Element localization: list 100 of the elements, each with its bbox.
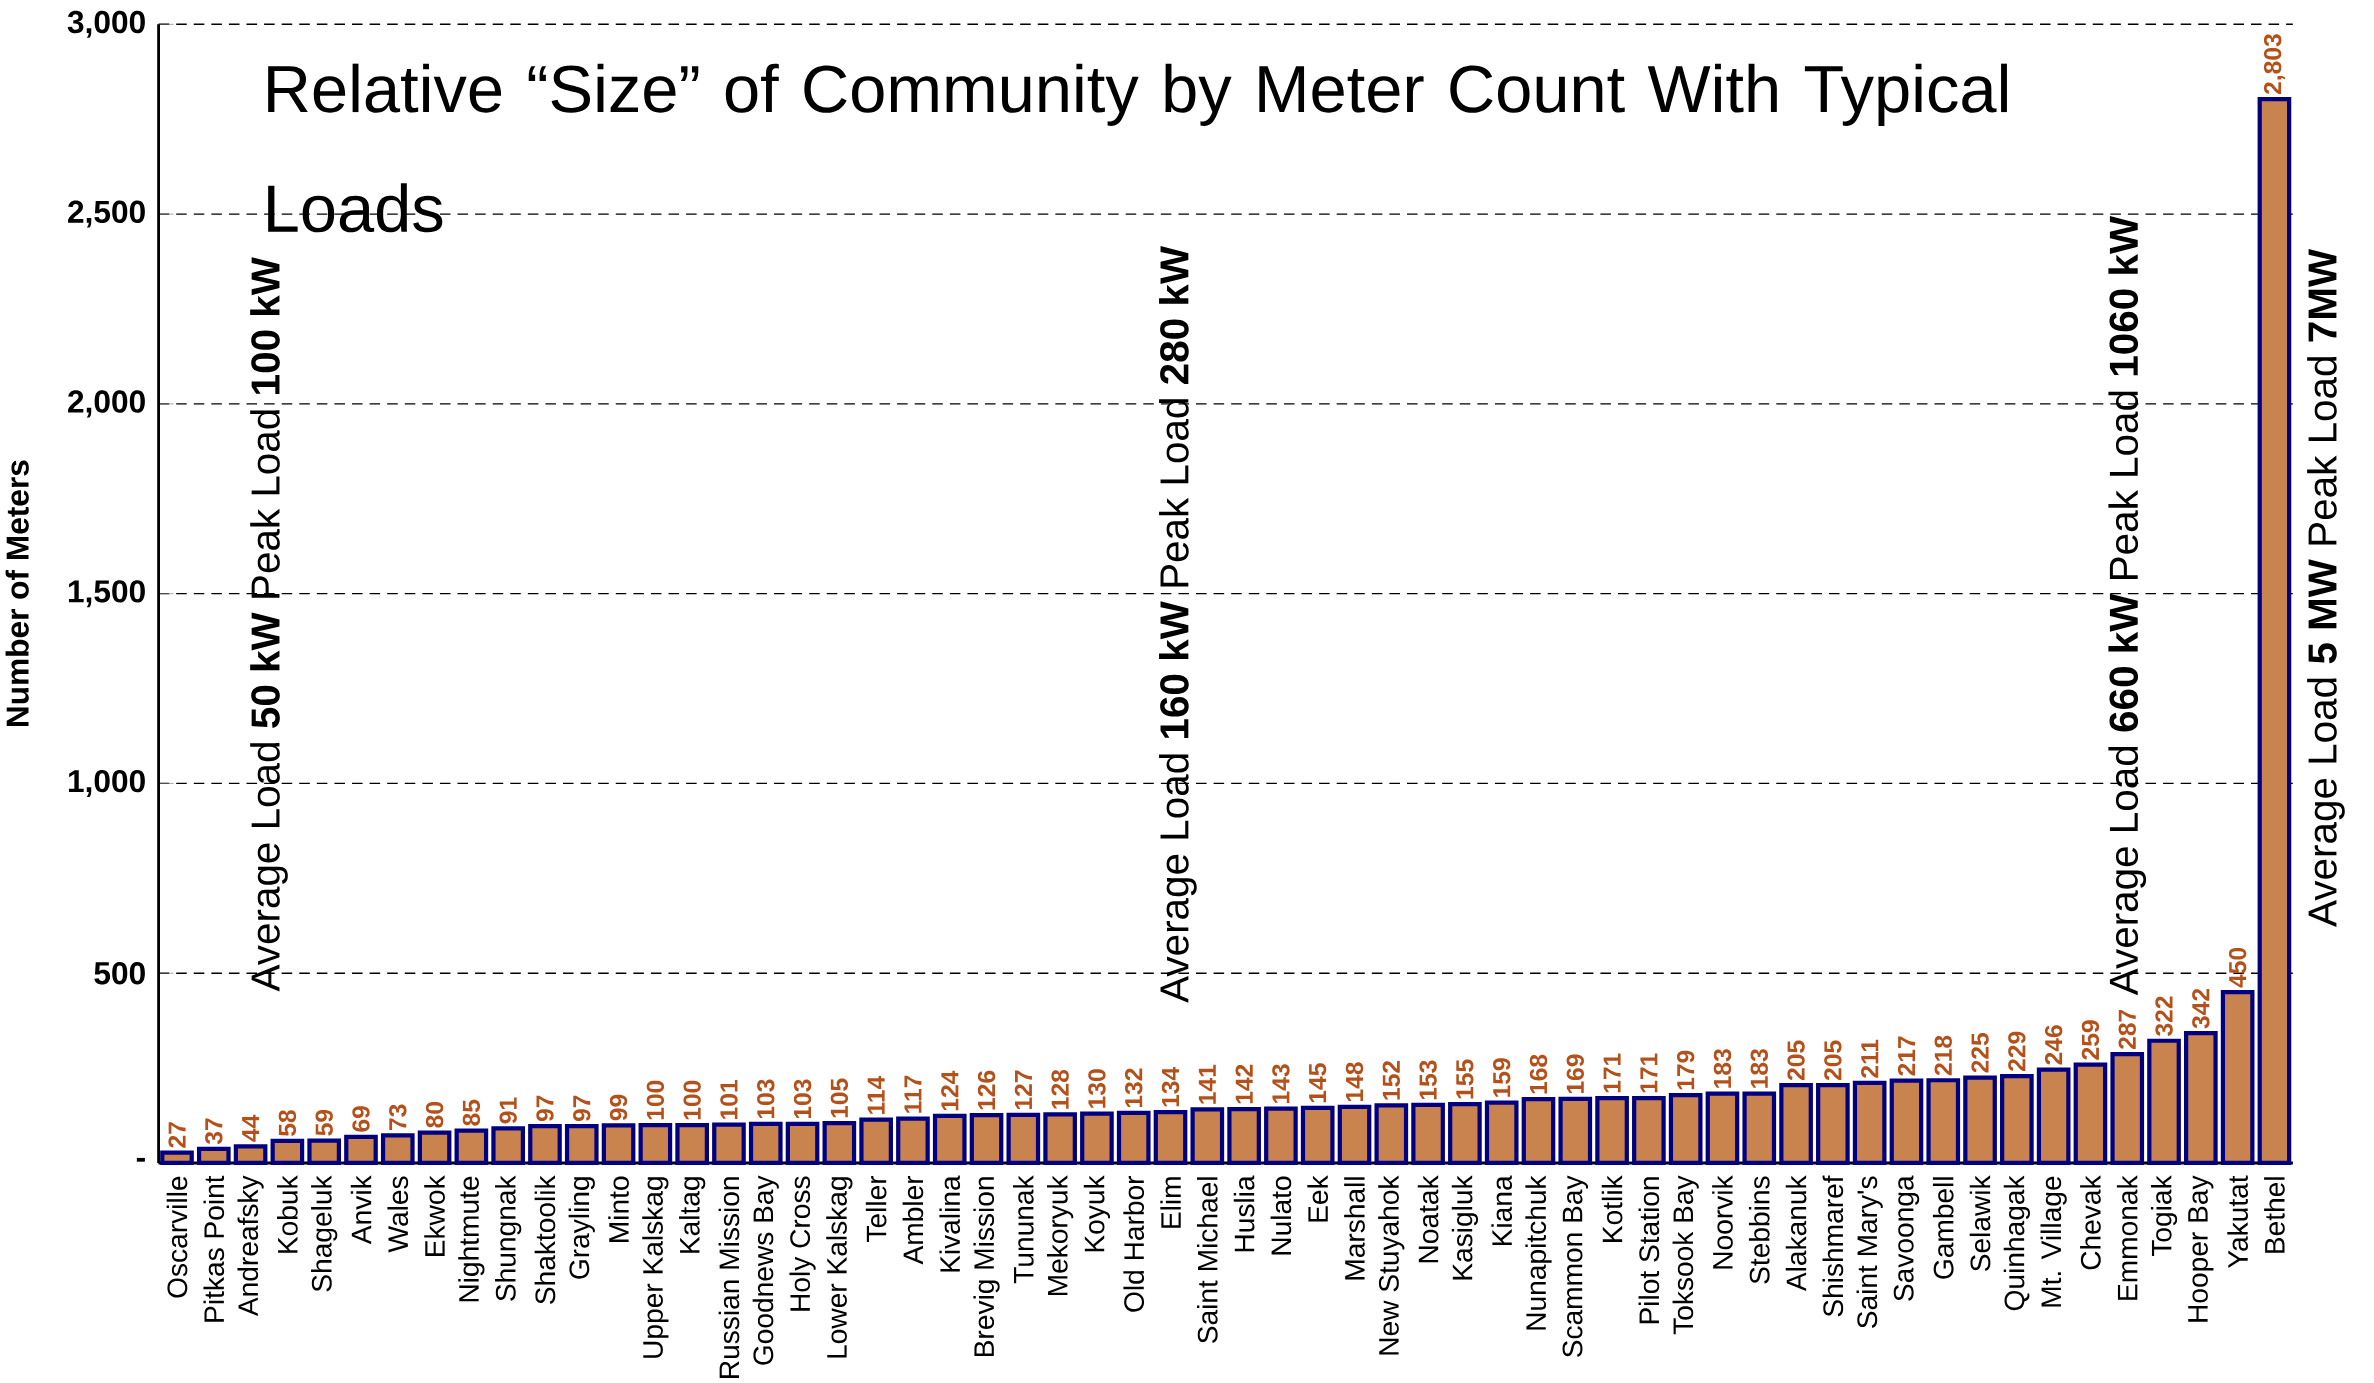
data-label: 342 [2192, 988, 2210, 1029]
data-label: 205 [1824, 1040, 1842, 1081]
data-label: 155 [1456, 1059, 1474, 1099]
data-label: 145 [1309, 1063, 1327, 1103]
x-tick-label: Oscarville [166, 1176, 188, 1298]
data-label: 80 [425, 1102, 444, 1128]
y-tick-label: 2,500 [68, 200, 145, 228]
x-tick-label: Kobuk [277, 1175, 298, 1253]
data-label: 103 [793, 1079, 812, 1119]
data-label: 218 [1934, 1035, 1952, 1076]
x-tick-label: Stebbins [1748, 1176, 1770, 1284]
annotation: Average Load 660 kW Peak Load 1060 kW [2108, 216, 2147, 996]
data-label: 99 [609, 1094, 628, 1121]
x-tick-label: Noorvik [1712, 1175, 1733, 1269]
x-tick-label: Shageluk [311, 1175, 338, 1292]
data-label: 142 [1235, 1064, 1253, 1104]
x-tick-label: Ekwok [424, 1175, 445, 1256]
x-tick-label: Goodnews Bay [752, 1175, 779, 1365]
x-tick-label: Kiana [1491, 1175, 1513, 1246]
data-label: 322 [2155, 996, 2173, 1037]
data-label: 183 [1713, 1049, 1732, 1088]
data-label: 27 [168, 1122, 186, 1148]
x-tick-label: Kasigluk [1451, 1175, 1479, 1280]
data-label: 85 [462, 1099, 481, 1126]
x-tick-label: Emmonak [2116, 1175, 2138, 1300]
x-tick-label: Toksook Bay [1672, 1175, 1699, 1335]
data-label: 69 [352, 1106, 370, 1132]
x-tick-label: Old Harbor [1123, 1175, 1145, 1312]
data-label: 114 [867, 1075, 885, 1114]
x-tick-label: Wales [387, 1176, 409, 1253]
data-label: 97 [573, 1095, 591, 1122]
x-tick-label: Mt. Village [2040, 1176, 2067, 1307]
annotation: Average Load 160 kW Peak Load 280 kW [1159, 246, 1197, 1003]
data-label: 91 [499, 1097, 517, 1124]
text: Average Load 5 MW Peak Load 7MW [2307, 248, 2345, 927]
x-tick-label: Bethel [2264, 1177, 2285, 1253]
x-tick-label: Anvik [350, 1175, 372, 1245]
x-tick-label: Kotlik [1601, 1175, 1623, 1242]
data-label: 171 [1640, 1053, 1658, 1093]
x-tick-label: Togiak [2150, 1175, 2178, 1257]
y-tick-label: 1,000 [68, 769, 145, 797]
x-tick-label: Scammon Bay [1562, 1175, 1589, 1358]
x-tick-label: Shungnak [495, 1175, 522, 1301]
data-label: 217 [1897, 1036, 1916, 1076]
x-tick-label: Brevig Mission [973, 1177, 1000, 1357]
data-label: 117 [904, 1075, 922, 1113]
x-tick-label: Russian Mission [718, 1177, 740, 1378]
data-label: 59 [315, 1109, 333, 1136]
data-label: 168 [1529, 1054, 1548, 1094]
data-label: 229 [2008, 1031, 2026, 1072]
x-tick-label: Savoonga [1893, 1175, 1920, 1301]
x-tick-label: Saint Mary's [1856, 1176, 1883, 1329]
x-tick-label: Kaltag [679, 1177, 706, 1253]
data-label: 169 [1566, 1054, 1584, 1094]
data-label: 100 [646, 1080, 665, 1120]
data-label: 105 [830, 1078, 849, 1118]
x-tick-label: Nulato [1270, 1176, 1292, 1255]
data-label: 130 [1088, 1069, 1106, 1108]
x-tick-label: Nightmute [458, 1176, 485, 1302]
data-label: 225 [1971, 1032, 1989, 1073]
x-tick-label: Quinhagak [2003, 1175, 2030, 1311]
data-label: 179 [1677, 1050, 1695, 1090]
data-label: 132 [1125, 1068, 1143, 1108]
data-label: 58 [278, 1110, 297, 1136]
data-label: 183 [1750, 1049, 1769, 1088]
data-label: 134 [1161, 1066, 1180, 1107]
data-label: 126 [977, 1070, 996, 1110]
x-tick-label: Hooper Bay [2188, 1175, 2214, 1322]
data-label: 153 [1419, 1060, 1437, 1100]
x-tick-label: Shishmaref [1822, 1175, 1844, 1317]
x-tick-label: New Stuyahok [1378, 1175, 1405, 1355]
y-tick-label: 1,500 [68, 580, 145, 608]
x-tick-label: Andreafsky [237, 1175, 264, 1317]
data-label: 73 [389, 1104, 407, 1131]
data-label: 159 [1493, 1058, 1511, 1097]
data-label: 128 [1051, 1069, 1069, 1109]
data-label: 143 [1272, 1064, 1290, 1103]
data-label: 37 [205, 1118, 223, 1145]
data-label: 152 [1382, 1061, 1400, 1100]
data-label: 2,803 [2263, 34, 2285, 95]
data-label: 287 [2118, 1009, 2136, 1050]
x-tick-label: Yakutat [2227, 1175, 2248, 1269]
x-tick-label: Gambell [1932, 1177, 1954, 1279]
data-label: 211 [1861, 1039, 1879, 1078]
x-tick-label: Tununak [1012, 1175, 1034, 1284]
x-tick-label: Pitkas Point [203, 1175, 225, 1322]
data-label: 44 [242, 1114, 260, 1142]
x-tick-label: Grayling [568, 1177, 595, 1279]
data-label: 205 [1787, 1040, 1805, 1081]
text: Relative “Size” of Community by Meter Count With Typical Loads [268, 63, 2007, 233]
x-tick-label: Minto [608, 1176, 629, 1242]
x-tick-label: Chevak [2080, 1175, 2101, 1270]
data-label: 97 [536, 1095, 554, 1122]
x-tick-label: Mekoryuk [1047, 1175, 1074, 1296]
data-label: 101 [720, 1080, 738, 1119]
x-tick-label: Marshall [1344, 1177, 1365, 1280]
x-tick-label: Alakanuk [1785, 1175, 1807, 1292]
y-tick-label: 2,000 [68, 390, 145, 418]
data-label: 127 [1014, 1070, 1032, 1110]
x-tick-label: Pilot Station [1638, 1177, 1660, 1324]
